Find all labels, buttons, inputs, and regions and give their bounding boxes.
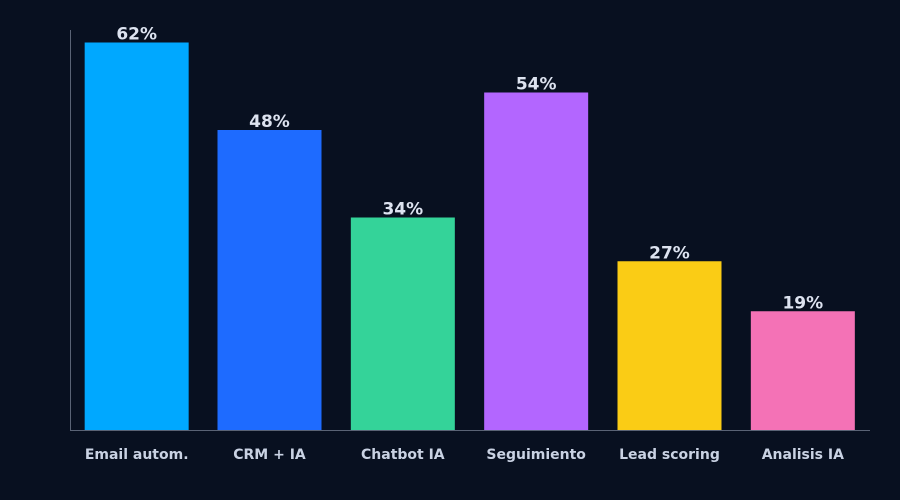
x-tick-label-4: Lead scoring	[619, 447, 720, 463]
bar-value-label-4: 27%	[649, 243, 690, 263]
bar-1	[217, 130, 322, 430]
x-tick-label-5: Analisis IA	[762, 447, 844, 463]
bar-value-label-3: 54%	[516, 75, 557, 95]
bar-5	[750, 311, 855, 430]
bar-value-label-1: 48%	[249, 112, 290, 132]
bar-value-label-2: 34%	[382, 200, 423, 220]
x-tick-label-3: Seguimiento	[486, 447, 586, 463]
bar-3	[484, 92, 589, 430]
x-tick-label-1: CRM + IA	[233, 447, 306, 463]
x-tick-label-2: Chatbot IA	[361, 447, 445, 463]
bar-4	[617, 261, 722, 430]
bars-layer	[84, 42, 855, 430]
bar-value-label-0: 62%	[116, 25, 157, 45]
x-tick-label-0: Email autom.	[85, 447, 189, 463]
value-labels-layer: 62% 48% 34% 54% 27% 19%	[116, 25, 823, 314]
x-tick-labels-layer: Email autom. CRM + IA Chatbot IA Seguimient…	[85, 447, 844, 463]
bar-0	[84, 42, 189, 430]
bar-value-label-5: 19%	[782, 293, 823, 313]
bar-2	[350, 217, 455, 430]
